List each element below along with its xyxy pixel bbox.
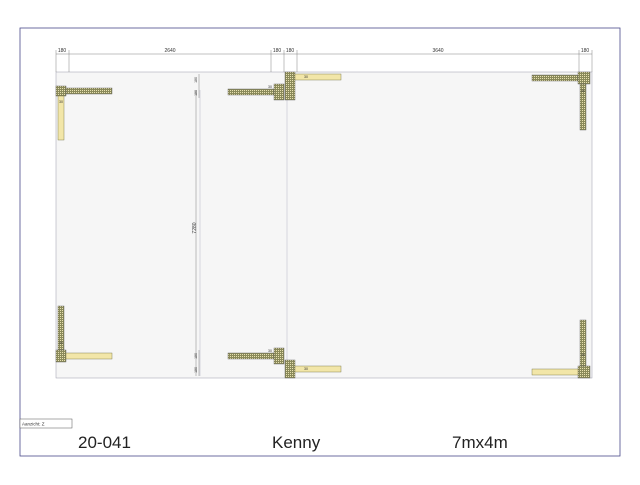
post-label-top-middle-left: 30: [268, 85, 272, 89]
post-assembly-top-middle-right: 30: [284, 71, 342, 101]
dim-top-5: 3640: [432, 48, 443, 54]
post-assembly-bottom-left: 30: [55, 305, 113, 363]
size-label: 7mx4m: [452, 433, 508, 452]
top-dimension-chain: 180 2640 180 180 3640 180: [55, 48, 593, 72]
post-assembly-top-left: 30: [55, 85, 113, 141]
stack-dimension-top: 180 180: [194, 74, 200, 98]
view-label-box: [19, 418, 73, 429]
post-assembly-bottom-middle-left: 30: [227, 347, 285, 365]
dim-top-6: 180: [581, 48, 590, 54]
dim-stack-top-1: 180: [194, 77, 198, 83]
sheet-border: [19, 27, 621, 457]
dim-top-1: 180: [58, 48, 67, 54]
dim-top-3: 180: [273, 48, 282, 54]
post-label-top-right: 30: [581, 89, 585, 93]
post-assembly-bottom-right: 30: [531, 319, 591, 379]
client-name: Kenny: [272, 433, 321, 452]
post-label-bottom-middle-left: 30: [268, 349, 272, 353]
project-number: 20-041: [78, 433, 131, 452]
stack-dimension-bottom: 180 180: [194, 350, 200, 376]
dim-stack-top-2: 180: [194, 90, 198, 96]
dim-top-4: 180: [286, 48, 295, 54]
plan-panel: [55, 71, 593, 379]
post-assembly-top-right: 30: [531, 71, 591, 131]
dim-top-2: 2640: [164, 48, 175, 54]
post-label-bottom-left: 30: [59, 341, 63, 345]
post-label-bottom-right: 30: [581, 353, 585, 357]
left-vertical-dimension: 7280: [192, 90, 198, 376]
dim-vertical-span: 7280: [192, 222, 198, 233]
post-label-bottom-middle-right: 30: [304, 367, 308, 371]
post-label-top-middle-right: 30: [304, 75, 308, 79]
post-assembly-bottom-middle-right: 30: [284, 359, 342, 379]
view-label: Aanzicht: Z: [22, 422, 45, 427]
dim-stack-bottom-2: 180: [194, 367, 198, 373]
post-assembly-top-middle-left: 30: [227, 83, 285, 101]
post-label-top-left: 30: [59, 100, 63, 104]
dim-stack-bottom-1: 180: [194, 353, 198, 359]
